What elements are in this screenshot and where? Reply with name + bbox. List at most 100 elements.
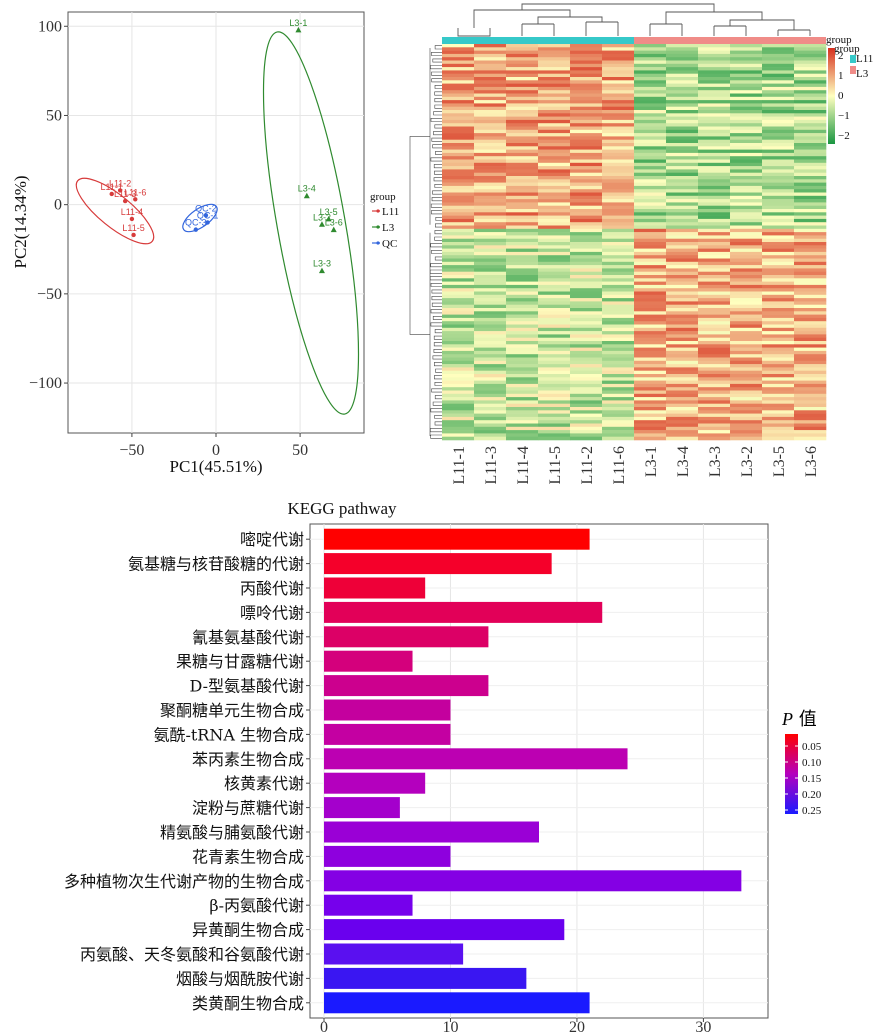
heatmap-cell — [794, 110, 827, 114]
heatmap-cell — [762, 238, 795, 243]
kegg-legend-tick-label: 0.15 — [802, 773, 822, 785]
heatmap-cell — [474, 86, 507, 91]
heatmap-cell — [794, 225, 827, 230]
heatmap-cell — [538, 77, 571, 81]
heatmap-cell — [474, 225, 507, 230]
pca-y-tick-label: −50 — [37, 286, 62, 303]
heatmap-cell — [570, 242, 603, 246]
heatmap-cell — [570, 116, 603, 121]
heatmap-cell — [538, 275, 571, 279]
ellipse-QC — [182, 203, 218, 233]
heatmap-cell — [634, 215, 667, 220]
heatmap-cell — [570, 238, 603, 243]
heatmap-cell — [666, 77, 699, 81]
heatmap-cell — [666, 403, 699, 408]
heatmap-cell — [570, 182, 603, 187]
heatmap-cell — [634, 251, 667, 256]
heatmap-cell — [570, 126, 603, 131]
heatmap-cell — [762, 410, 795, 414]
heatmap-cell — [666, 327, 699, 332]
kegg-legend-title-rest: 值 — [793, 709, 817, 730]
heatmap-cell — [506, 159, 539, 164]
heatmap-cell — [634, 119, 667, 124]
heatmap-cell — [506, 166, 539, 170]
heatmap-cell — [698, 218, 731, 223]
heatmap-cell — [698, 195, 731, 200]
heatmap-cell — [538, 169, 571, 173]
heatmap-cell — [442, 232, 475, 236]
heatmap-cell — [474, 370, 507, 375]
heatmap-cell — [730, 331, 763, 335]
heatmap-cell — [698, 251, 731, 256]
heatmap-cell — [570, 110, 603, 114]
heatmap-cell — [666, 248, 699, 253]
pca-y-tick-label: 100 — [38, 18, 62, 35]
heatmap-cell — [570, 413, 603, 418]
heatmap-cell — [730, 212, 763, 216]
heatmap-cell — [666, 103, 699, 107]
pca-point-label: L3-2 — [313, 212, 331, 222]
pca-point-label: L3-1 — [289, 18, 307, 28]
heatmap-cell — [506, 57, 539, 61]
column-group-bar — [442, 37, 826, 44]
heatmap-cell — [762, 110, 795, 114]
heatmap-cell — [602, 106, 635, 111]
heatmap-cell — [442, 288, 475, 292]
heatmap-cell — [762, 53, 795, 58]
heatmap-cell — [474, 73, 507, 78]
heatmap-cell — [762, 172, 795, 177]
heatmap-cell — [570, 321, 603, 325]
heatmap-cell — [634, 205, 667, 210]
heatmap-cell — [570, 430, 603, 434]
heatmap-cell — [602, 377, 635, 381]
heatmap-cell — [570, 324, 603, 329]
heatmap-cell — [730, 159, 763, 164]
heatmap-cell — [474, 242, 507, 246]
heatmap-cell — [634, 156, 667, 160]
heatmap-cell — [442, 215, 475, 220]
heatmap-cell — [794, 222, 827, 226]
heatmap-cell — [698, 380, 731, 385]
heatmap-cell — [634, 354, 667, 358]
pca-y-tick-label: 50 — [46, 107, 62, 124]
heatmap-cell — [730, 235, 763, 239]
heatmap-cell — [538, 278, 571, 282]
heatmap-cell — [698, 331, 731, 335]
heatmap-cell — [762, 119, 795, 124]
heatmap-cell — [762, 367, 795, 371]
heatmap-cell — [506, 364, 539, 368]
heatmap-cell — [730, 162, 763, 167]
heatmap-cell — [474, 93, 507, 98]
heatmap-cell — [538, 245, 571, 249]
heatmap-cell — [442, 337, 475, 342]
heatmap-cell — [666, 232, 699, 236]
heatmap-cell — [442, 383, 475, 388]
heatmap-cell — [442, 387, 475, 391]
heatmap-cell — [634, 126, 667, 131]
heatmap-cell — [602, 63, 635, 68]
heatmap-cell — [730, 80, 763, 84]
pca-point-L11-5 — [131, 232, 136, 238]
heatmap-cell — [794, 265, 827, 269]
heatmap-cell — [474, 331, 507, 335]
heatmap-cell — [442, 182, 475, 187]
heatmap-cell — [442, 195, 475, 200]
heatmap-cell — [602, 222, 635, 226]
heatmap-cell — [730, 423, 763, 428]
heatmap-scale-ticks: 210−1−2 — [838, 50, 850, 142]
heatmap-cell — [506, 374, 539, 378]
heatmap-cell — [602, 133, 635, 137]
heatmap-cell — [634, 367, 667, 371]
heatmap-cell — [602, 255, 635, 259]
heatmap-cell — [762, 156, 795, 160]
heatmap-cell — [442, 176, 475, 180]
heatmap-cell — [794, 238, 827, 243]
heatmap-cell — [538, 106, 571, 111]
heatmap-cell — [538, 420, 571, 424]
heatmap-cell — [762, 225, 795, 230]
heatmap-cell — [602, 416, 635, 421]
heatmap-cell — [538, 83, 571, 88]
heatmap-cell — [698, 258, 731, 263]
heatmap-cell — [730, 93, 763, 98]
heatmap-cell — [474, 350, 507, 355]
